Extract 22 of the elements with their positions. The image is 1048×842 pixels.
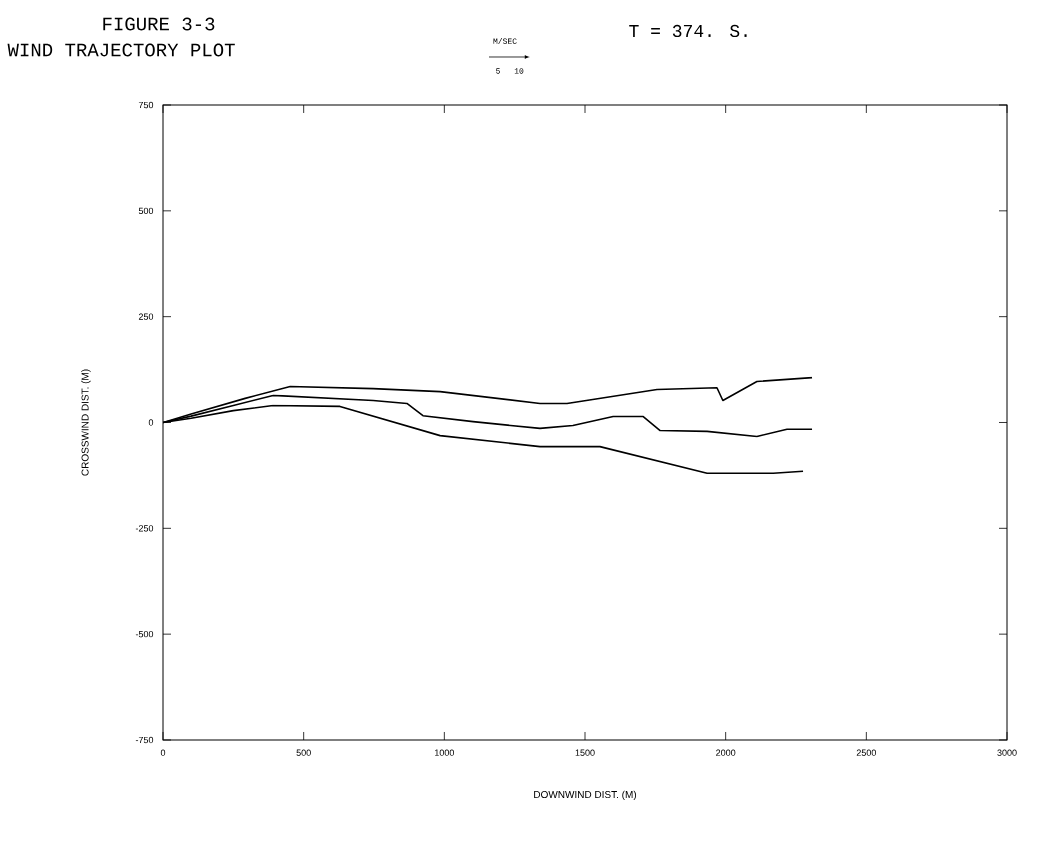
x-tick-label: 1000 [435, 749, 454, 756]
x-tick-label: 2000 [716, 749, 736, 756]
chart-title: FIGURE 3-3 [103, 17, 215, 31]
x-tick-label: 3000 [997, 749, 1017, 756]
y-tick-label: 750 [138, 101, 154, 109]
chart-subtitle: WIND TRAJECTORY PLOT [7, 43, 235, 57]
text: T = 374. S. [629, 24, 747, 38]
y-tick-label: 500 [138, 207, 154, 215]
y-axis-title: CROSSWIND DIST. (M) [81, 369, 91, 476]
text: 10 [514, 68, 524, 74]
x-tick-label: 500 [296, 749, 311, 756]
x-tick-label: 2500 [856, 749, 876, 756]
y-tick-label: -750 [135, 736, 154, 744]
y-tick-label: 0 [148, 419, 154, 426]
x-tick-label: 1500 [575, 749, 595, 756]
text: M/SEC [493, 38, 517, 44]
text: 5 [496, 68, 500, 74]
y-tick-label: -500 [135, 630, 154, 638]
y-tick-label: -250 [135, 525, 154, 532]
x-tick-label: 0 [160, 749, 166, 756]
x-axis-title: DOWNWIND DIST. (M) [534, 790, 637, 801]
y-tick-label: 250 [138, 313, 154, 320]
